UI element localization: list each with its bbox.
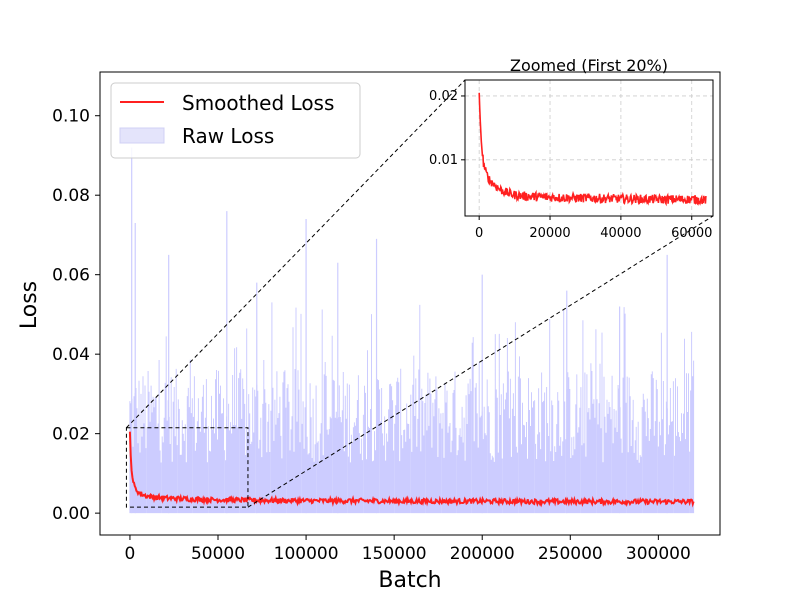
main-y-ticks: 0.00 0.02 0.04 0.06 0.08 0.10 <box>52 107 100 524</box>
legend-raw-swatch <box>119 127 165 144</box>
x-tick-label: 300000 <box>626 544 691 564</box>
smoothed-loss-series <box>128 431 695 508</box>
y-axis-label: Loss <box>17 281 42 329</box>
y-tick-label: 0.06 <box>52 266 90 286</box>
y-tick-label: 0.10 <box>52 107 90 127</box>
inset-x-ticks: 0 20000 40000 60000 <box>475 216 712 241</box>
inset-y-tick-label: 0.02 <box>429 89 458 104</box>
inset-x-tick-label: 0 <box>475 226 483 241</box>
inset-x-tick-label: 20000 <box>529 226 570 241</box>
legend-smoothed-label: Smoothed Loss <box>182 91 334 115</box>
legend: Smoothed Loss Raw Loss <box>110 82 361 159</box>
x-tick-label: 0 <box>125 544 136 564</box>
main-plot-frame <box>99 71 721 536</box>
y-tick-label: 0.08 <box>52 186 90 206</box>
inset-title: Zoomed (First 20%) <box>510 56 668 75</box>
legend-raw-label: Raw Loss <box>182 124 274 148</box>
inset-x-tick-label: 60000 <box>671 226 712 241</box>
x-tick-label: 50000 <box>191 544 245 564</box>
y-tick-label: 0.04 <box>52 345 90 365</box>
main-x-ticks: 0 50000 100000 150000 200000 250000 300000 <box>125 535 691 564</box>
inset-smoothed-loss-series <box>478 92 707 207</box>
inset-y-ticks: 0.01 0.02 <box>429 89 465 168</box>
zoom-connector-top <box>126 79 466 429</box>
y-tick-label: 0.02 <box>52 425 90 445</box>
raw-loss-spikes <box>129 302 695 514</box>
x-tick-label: 150000 <box>362 544 427 564</box>
x-tick-label: 100000 <box>274 544 339 564</box>
inset-x-tick-label: 40000 <box>600 226 641 241</box>
legend-box <box>110 82 361 159</box>
zoom-inset: 0 20000 40000 60000 0.01 0.02 Zoomed (First … <box>429 56 714 241</box>
x-axis-label: Batch <box>378 568 441 593</box>
inset-smoothed-loss-line <box>478 92 707 207</box>
smoothed-loss-line <box>128 431 695 508</box>
raw-loss-series <box>129 147 695 514</box>
x-tick-label: 200000 <box>450 544 515 564</box>
x-tick-label: 250000 <box>538 544 603 564</box>
inset-frame <box>464 79 714 217</box>
inset-y-tick-label: 0.01 <box>429 153 458 168</box>
zoom-region-box <box>125 427 249 508</box>
y-tick-label: 0.00 <box>52 504 90 524</box>
zoom-connector-bottom <box>247 215 714 508</box>
